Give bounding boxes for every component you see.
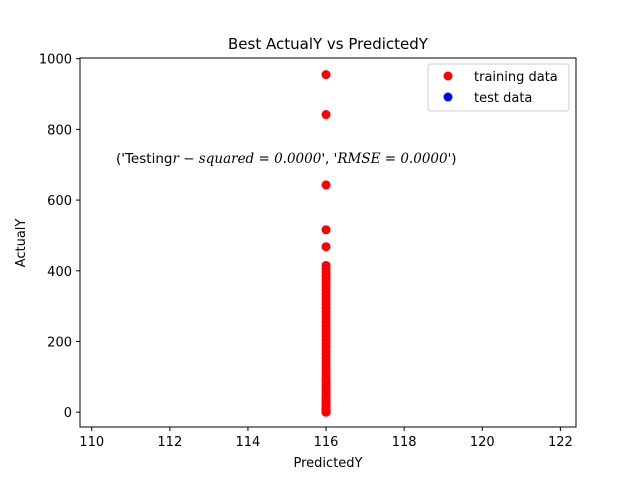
data-point-training [321, 180, 331, 190]
legend-box [427, 63, 570, 112]
y-tick-label: 800 [47, 123, 72, 138]
annotation-r2: r − squared = 0.0000 [172, 151, 321, 167]
legend-label-training: training data [474, 70, 558, 85]
x-tick-label: 114 [236, 435, 261, 450]
data-point-training [321, 407, 331, 417]
chart-title: Best ActualY vs PredictedY [228, 35, 429, 53]
y-tick-label: 0 [64, 406, 72, 421]
annotation-suffix: ') [448, 151, 457, 167]
legend-label-test: test data [474, 91, 532, 106]
y-axis-ticks: 0 200 400 600 800 1000 [39, 53, 80, 421]
annotation-middle: ', ' [321, 151, 337, 167]
data-point-training [321, 70, 331, 80]
y-tick-label: 400 [47, 265, 72, 280]
y-tick-label: 200 [47, 335, 72, 350]
data-points [321, 70, 331, 417]
x-tick-label: 116 [314, 435, 339, 450]
y-axis-label: ActualY [14, 219, 29, 268]
annotation-prefix: ('Testing [116, 151, 172, 167]
metrics-annotation: ('Testingr − squared = 0.0000', 'RMSE = … [116, 151, 457, 167]
x-tick-label: 110 [79, 435, 104, 450]
annotation-rmse: RMSE = 0.0000 [336, 151, 448, 167]
x-tick-label: 122 [548, 435, 573, 450]
data-point-training [321, 225, 331, 235]
y-tick-label: 600 [47, 194, 72, 209]
x-axis-label: PredictedY [294, 456, 363, 471]
x-tick-label: 118 [392, 435, 417, 450]
data-point-training [321, 110, 331, 120]
x-tick-label: 120 [470, 435, 495, 450]
x-tick-label: 112 [157, 435, 182, 450]
x-axis-ticks: 110 112 114 116 118 120 122 [79, 427, 573, 450]
plot-frame [79, 57, 577, 428]
legend-marker-test [443, 92, 453, 102]
legend: training data test data [427, 63, 570, 112]
legend-marker-training [443, 71, 453, 81]
y-tick-label: 1000 [39, 53, 72, 68]
data-point-training [321, 242, 331, 252]
